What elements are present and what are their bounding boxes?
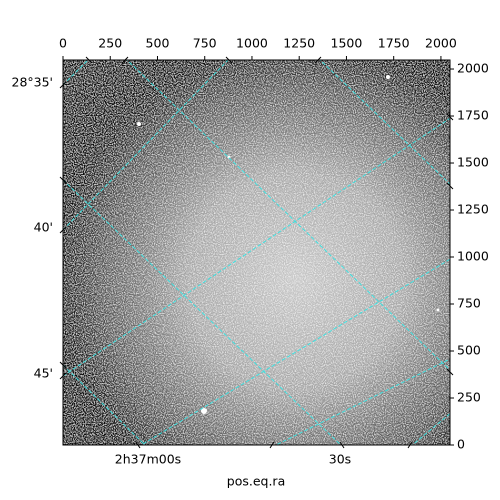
coordinate-grid — [63, 60, 450, 445]
ra-tick-label: 2h37m00s — [115, 452, 181, 467]
y-tick-label: 0 — [457, 437, 465, 452]
dec-tick-label: 45' — [34, 366, 53, 381]
x-tick-label: 1000 — [236, 36, 268, 51]
y-tick-label: 1500 — [457, 155, 489, 170]
dec-tick-label: 40' — [34, 220, 53, 235]
x-axis-label: pos.eq.ra — [227, 474, 285, 489]
x-tick-label: 750 — [193, 36, 217, 51]
y-tick-label: 250 — [457, 390, 481, 405]
ra-tick-label: 30s — [329, 452, 351, 467]
x-tick-label: 1750 — [378, 36, 410, 51]
world-tick-marks — [59, 56, 454, 449]
y-tick-label: 500 — [457, 343, 481, 358]
x-tick-label: 2000 — [425, 36, 457, 51]
y-tick-label: 1750 — [457, 108, 489, 123]
y-tick-label: 1000 — [457, 249, 489, 264]
x-tick-label: 250 — [98, 36, 122, 51]
y-tick-label: 1250 — [457, 202, 489, 217]
y-tick-label: 750 — [457, 296, 481, 311]
y-tick-label: 2000 — [457, 61, 489, 76]
x-tick-label: 500 — [146, 36, 170, 51]
x-tick-label: 0 — [59, 36, 67, 51]
frame — [62, 59, 451, 446]
x-tick-label: 1500 — [331, 36, 363, 51]
dec-tick-label: 28°35' — [12, 75, 54, 90]
sky-image — [63, 60, 450, 445]
x-tick-label: 1250 — [283, 36, 315, 51]
